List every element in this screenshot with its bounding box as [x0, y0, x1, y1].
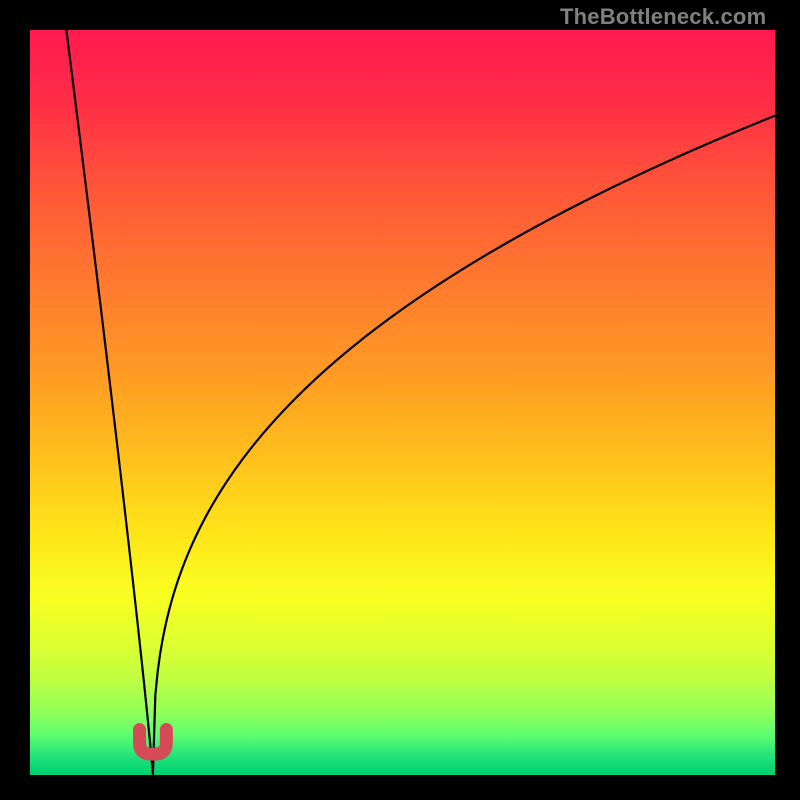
- plot-area: [30, 30, 775, 775]
- watermark-text: TheBottleneck.com: [560, 4, 766, 30]
- plot-svg: [30, 30, 775, 775]
